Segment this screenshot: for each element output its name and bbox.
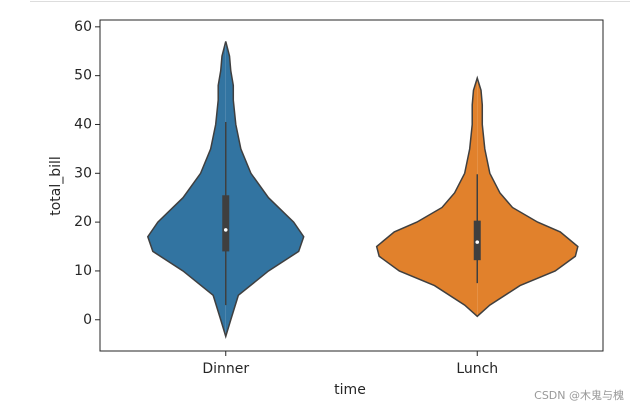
violin-half [147,41,226,337]
violin-outline [375,75,579,318]
violin-half [376,78,478,317]
y-tick-label: 50 [74,68,92,84]
x-tick-label: Lunch [456,361,498,377]
y-tick-label: 40 [74,116,92,132]
y-tick-label: 20 [74,214,92,230]
box [222,195,230,252]
violin-outline [146,41,305,339]
median [223,228,228,232]
y-tick-label: 60 [74,19,92,35]
x-axis-label: time [334,382,366,398]
plot-frame [99,19,604,352]
violin-half [477,78,578,317]
watermark: CSDN @木鬼与槐 [534,388,624,402]
y-tick-label: 10 [74,263,92,279]
violin-half [225,41,304,337]
y-axis-label: total_bill [48,156,64,216]
y-tick-label: 30 [74,165,92,181]
x-tick-label: Dinner [202,361,249,377]
y-tick-label: 0 [83,312,92,328]
median [475,240,480,244]
